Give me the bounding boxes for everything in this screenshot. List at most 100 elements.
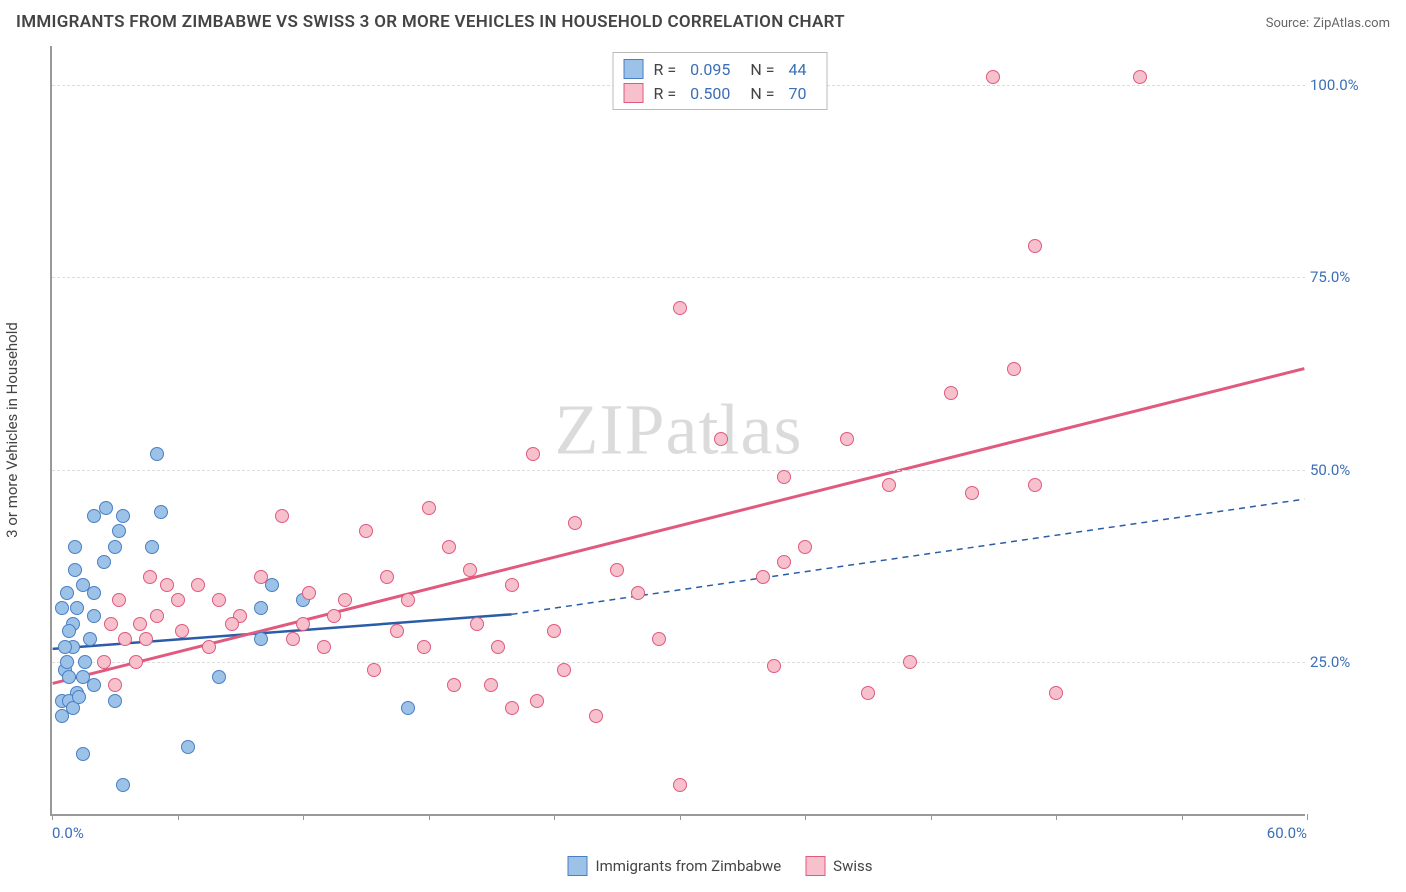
scatter-point-pink: [442, 540, 456, 554]
scatter-point-pink: [160, 578, 174, 592]
scatter-point-pink: [589, 709, 603, 723]
bottom-legend-item-blue: Immigrants from Zimbabwe: [568, 856, 782, 876]
scatter-point-blue: [78, 655, 92, 669]
y-axis-label: 3 or more Vehicles in Household: [3, 322, 21, 538]
scatter-point-pink: [401, 593, 415, 607]
scatter-point-pink: [470, 617, 484, 631]
scatter-point-pink: [714, 432, 728, 446]
scatter-point-pink: [1007, 362, 1021, 376]
corr-R-label: R =: [654, 84, 677, 103]
scatter-point-blue: [62, 624, 76, 638]
scatter-point-blue: [87, 678, 101, 692]
scatter-point-pink: [191, 578, 205, 592]
scatter-point-pink: [175, 624, 189, 638]
scatter-point-pink: [104, 617, 118, 631]
scatter-point-blue: [60, 586, 74, 600]
x-tick-mark: [1056, 814, 1057, 820]
scatter-point-blue: [97, 555, 111, 569]
scatter-point-blue: [99, 501, 113, 515]
series-legend: Immigrants from Zimbabwe Swiss: [568, 856, 873, 876]
trendlines: [52, 46, 1305, 814]
scatter-point-pink: [286, 632, 300, 646]
scatter-point-blue: [58, 640, 72, 654]
scatter-point-pink: [861, 686, 875, 700]
scatter-point-blue: [254, 632, 268, 646]
scatter-point-pink: [359, 524, 373, 538]
corr-R-value: 0.095: [690, 60, 730, 79]
scatter-point-pink: [767, 659, 781, 673]
scatter-point-pink: [903, 655, 917, 669]
y-tick-label: 75.0%: [1310, 268, 1380, 286]
scatter-point-blue: [401, 701, 415, 715]
scatter-point-pink: [150, 609, 164, 623]
scatter-point-blue: [62, 670, 76, 684]
watermark-atlas: atlas: [666, 390, 803, 470]
scatter-point-pink: [777, 470, 791, 484]
x-tick-mark: [931, 814, 932, 820]
x-tick-mark: [303, 814, 304, 820]
scatter-point-pink: [526, 447, 540, 461]
scatter-point-pink: [673, 778, 687, 792]
scatter-point-pink: [212, 593, 226, 607]
legend-label: Immigrants from Zimbabwe: [596, 857, 782, 875]
scatter-point-pink: [275, 509, 289, 523]
legend-swatch-pink: [624, 83, 644, 103]
scatter-point-pink: [1049, 686, 1063, 700]
scatter-point-blue: [145, 540, 159, 554]
scatter-point-pink: [302, 586, 316, 600]
scatter-point-pink: [756, 570, 770, 584]
scatter-point-pink: [798, 540, 812, 554]
scatter-point-pink: [118, 632, 132, 646]
legend-swatch-blue: [624, 59, 644, 79]
scatter-point-blue: [87, 609, 101, 623]
corr-N-label: N =: [750, 60, 774, 79]
scatter-point-pink: [422, 501, 436, 515]
x-tick-mark: [178, 814, 179, 820]
scatter-point-pink: [652, 632, 666, 646]
corr-R-label: R =: [654, 60, 677, 79]
scatter-point-pink: [139, 632, 153, 646]
scatter-point-pink: [202, 640, 216, 654]
scatter-point-pink: [557, 663, 571, 677]
scatter-point-blue: [76, 747, 90, 761]
scatter-point-blue: [55, 601, 69, 615]
scatter-point-pink: [610, 563, 624, 577]
scatter-point-pink: [944, 386, 958, 400]
corr-legend-row-pink: R =0.500N =70: [624, 81, 817, 105]
scatter-point-pink: [254, 570, 268, 584]
scatter-point-blue: [212, 670, 226, 684]
source-name: ZipAtlas.com: [1313, 16, 1390, 31]
corr-legend-row-blue: R =0.095N =44: [624, 57, 817, 81]
y-tick-label: 50.0%: [1310, 461, 1380, 479]
watermark-zip: ZIP: [555, 390, 666, 470]
scatter-point-blue: [68, 540, 82, 554]
scatter-point-blue: [112, 524, 126, 538]
gridline: [52, 662, 1305, 663]
corr-R-value: 0.500: [690, 84, 730, 103]
scatter-point-pink: [143, 570, 157, 584]
scatter-point-pink: [1133, 70, 1147, 84]
scatter-point-pink: [108, 678, 122, 692]
x-tick-label: 0.0%: [52, 824, 84, 842]
legend-swatch-pink: [805, 856, 825, 876]
legend-label: Swiss: [833, 857, 872, 875]
x-tick-mark: [429, 814, 430, 820]
scatter-point-blue: [254, 601, 268, 615]
scatter-point-pink: [840, 432, 854, 446]
corr-N-value: 70: [788, 84, 806, 103]
scatter-point-pink: [530, 694, 544, 708]
scatter-point-pink: [1028, 239, 1042, 253]
scatter-point-pink: [133, 617, 147, 631]
scatter-point-pink: [447, 678, 461, 692]
scatter-point-blue: [154, 505, 168, 519]
scatter-point-pink: [296, 617, 310, 631]
trendline-pink: [53, 369, 1305, 684]
x-tick-mark: [805, 814, 806, 820]
chart-title: IMMIGRANTS FROM ZIMBABWE VS SWISS 3 OR M…: [16, 12, 845, 32]
scatter-point-pink: [505, 578, 519, 592]
scatter-point-pink: [97, 655, 111, 669]
scatter-point-pink: [390, 624, 404, 638]
scatter-point-pink: [417, 640, 431, 654]
scatter-point-pink: [338, 593, 352, 607]
scatter-point-pink: [568, 516, 582, 530]
